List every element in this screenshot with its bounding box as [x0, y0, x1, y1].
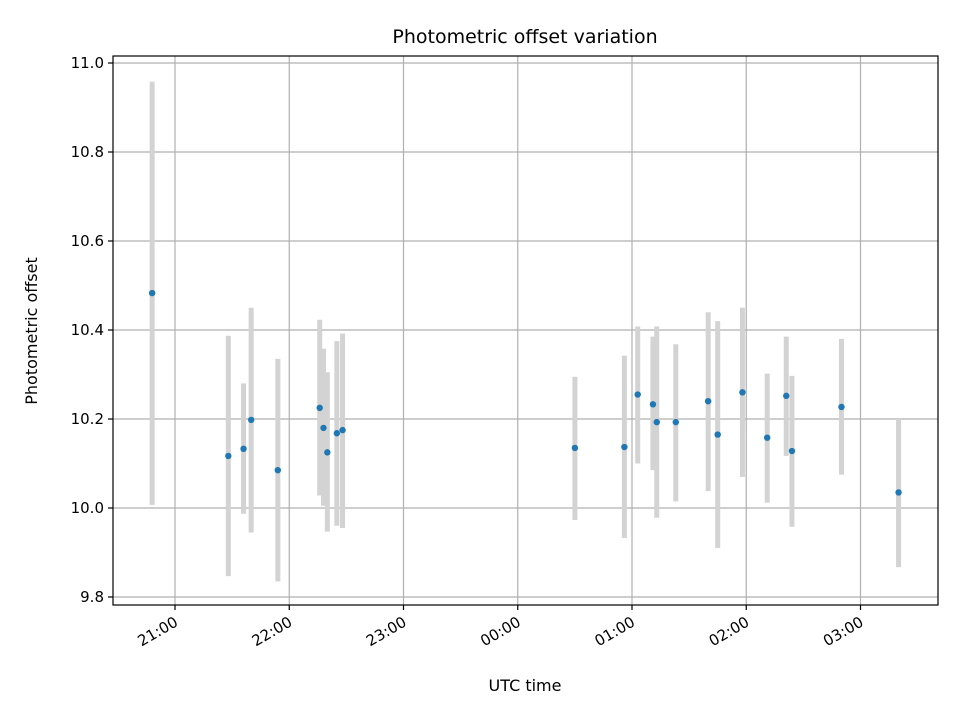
x-tick-label: 00:00 [477, 613, 523, 650]
y-tick-label: 10.2 [71, 410, 104, 428]
y-tick-label: 11.0 [71, 54, 104, 72]
x-axis: 21:00 22:00 23:00 00:00 01:00 02:00 03:00 [135, 605, 867, 650]
data-point [783, 392, 790, 400]
y-tick-label: 10.4 [71, 321, 104, 339]
x-tick-label: 23:00 [363, 613, 409, 650]
data-point [739, 389, 746, 396]
data-point [148, 289, 156, 297]
chart-title: Photometric offset variation [392, 26, 657, 48]
data-point [324, 449, 331, 456]
y-tick-label: 10.0 [71, 499, 104, 517]
data-point [763, 434, 771, 441]
data-point [634, 391, 641, 398]
data-point [788, 447, 796, 455]
data-point [320, 424, 327, 432]
data-point [704, 398, 712, 405]
x-tick-label: 22:00 [249, 613, 295, 650]
x-tick-label: 21:00 [135, 613, 181, 650]
x-tick-label: 02:00 [706, 613, 752, 650]
data-point [339, 426, 346, 434]
data-point [895, 489, 902, 496]
data-point [333, 430, 341, 437]
y-axis: 9.8 10.0 10.2 10.4 10.6 10.8 11.0 [71, 54, 113, 606]
x-axis-label: UTC time [489, 676, 562, 695]
data-point [621, 443, 628, 451]
y-axis-label: Photometric offset [22, 257, 41, 405]
data-point [247, 416, 255, 424]
data-point [838, 403, 845, 411]
data-point [653, 418, 660, 426]
data-point [672, 418, 679, 426]
y-tick-label: 10.6 [71, 232, 104, 250]
data-point [274, 466, 282, 474]
x-tick-label: 03:00 [820, 613, 866, 650]
y-tick-label: 10.8 [71, 143, 104, 161]
y-tick-label: 9.8 [80, 588, 104, 606]
grid [113, 56, 938, 605]
data-points [148, 289, 902, 496]
data-point [316, 404, 323, 412]
data-point [225, 452, 232, 460]
data-point [240, 445, 247, 453]
error-bars [149, 81, 902, 582]
data-point [649, 401, 657, 408]
data-point [571, 444, 579, 452]
x-tick-label: 01:00 [592, 613, 638, 650]
data-point [714, 431, 721, 438]
